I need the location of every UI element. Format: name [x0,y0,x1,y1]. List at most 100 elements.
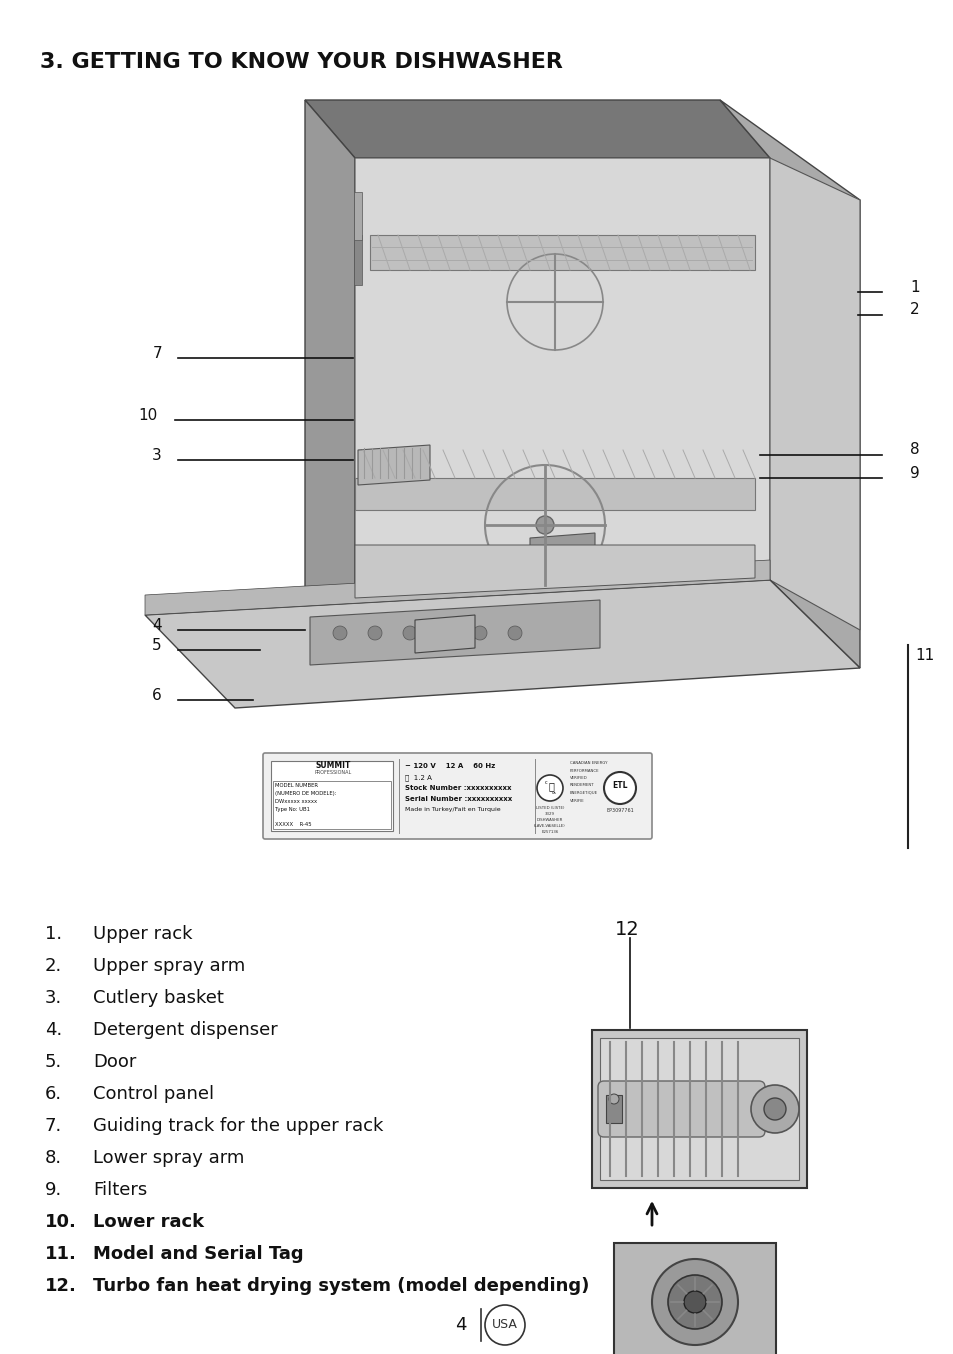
Text: 6.: 6. [45,1085,62,1104]
Polygon shape [530,533,595,563]
Text: Model and Serial Tag: Model and Serial Tag [92,1244,303,1263]
Text: 6: 6 [152,688,162,703]
Text: 4: 4 [152,617,162,632]
Text: 4: 4 [455,1316,467,1334]
Text: LISTED (LISTE): LISTED (LISTE) [536,806,563,810]
Text: VERIFIED: VERIFIED [569,776,587,780]
Text: 9.: 9. [45,1181,62,1200]
FancyBboxPatch shape [598,1080,764,1137]
Text: 11.: 11. [45,1244,77,1263]
Circle shape [667,1275,721,1330]
Text: Door: Door [92,1053,136,1071]
Polygon shape [305,100,355,659]
Text: DISHWASHER: DISHWASHER [537,818,562,822]
Polygon shape [355,158,769,600]
Text: DWxxxxx xxxxx: DWxxxxx xxxxx [274,799,316,804]
Text: 7.: 7. [45,1117,62,1135]
Circle shape [507,626,521,640]
Circle shape [333,626,347,640]
Bar [592,1030,806,1187]
Circle shape [537,774,562,802]
Circle shape [368,626,381,640]
Polygon shape [370,236,754,269]
Circle shape [536,516,554,533]
Bar [273,781,391,829]
Text: E257136: E257136 [540,830,558,834]
Bar [599,1039,799,1179]
Text: 1.: 1. [45,925,62,942]
Polygon shape [355,478,754,510]
Polygon shape [145,580,859,708]
Text: Lower spray arm: Lower spray arm [92,1150,244,1167]
Bar [614,1243,775,1354]
Polygon shape [415,615,475,653]
Text: EP3097761: EP3097761 [605,808,633,812]
Bar [354,236,361,284]
Text: 3. GETTING TO KNOW YOUR DISHWASHER: 3. GETTING TO KNOW YOUR DISHWASHER [40,51,562,72]
Text: RENDEMENT: RENDEMENT [569,784,594,788]
Text: 10: 10 [138,408,158,422]
Bar [354,192,361,240]
Circle shape [603,772,636,804]
Text: c: c [544,780,547,785]
Polygon shape [310,600,599,665]
Text: USA: USA [492,1319,517,1331]
Circle shape [473,626,486,640]
Text: ~ 120 V    12 A    60 Hz: ~ 120 V 12 A 60 Hz [405,764,495,769]
Text: us: us [551,791,556,795]
Circle shape [484,1305,524,1345]
Text: 2: 2 [909,302,919,317]
Circle shape [750,1085,799,1133]
Text: 5: 5 [152,638,162,653]
Text: 9: 9 [909,466,919,481]
FancyBboxPatch shape [263,753,651,839]
Polygon shape [769,158,859,630]
Text: 7: 7 [152,345,162,360]
Polygon shape [145,561,769,615]
Text: VERIFIE: VERIFIE [569,799,584,803]
Text: XXXXX    R-45: XXXXX R-45 [274,822,312,827]
Circle shape [683,1290,705,1313]
Text: Upper rack: Upper rack [92,925,193,942]
Text: 3: 3 [152,448,162,463]
Text: 2.: 2. [45,957,62,975]
Text: Guiding track for the upper rack: Guiding track for the upper rack [92,1117,383,1135]
Text: 11: 11 [914,649,933,663]
Text: Lower rack: Lower rack [92,1213,204,1231]
Text: 4.: 4. [45,1021,62,1039]
Text: Turbo fan heat drying system (model depending): Turbo fan heat drying system (model depe… [92,1277,589,1294]
Text: 12.: 12. [45,1277,77,1294]
Text: PERFORMANCE: PERFORMANCE [569,769,599,773]
Text: 1: 1 [909,279,919,295]
Polygon shape [720,100,859,668]
Text: 5.: 5. [45,1053,62,1071]
Polygon shape [305,100,769,158]
Text: 8: 8 [909,443,919,458]
Text: Made in Turkey/Fait en Turquie: Made in Turkey/Fait en Turquie [405,807,500,812]
Text: Ⓤ: Ⓤ [547,781,554,791]
Text: CANADIAN ENERGY: CANADIAN ENERGY [569,761,607,765]
Text: ENERGETIQUE: ENERGETIQUE [569,791,598,795]
Text: 8.: 8. [45,1150,62,1167]
Circle shape [763,1098,785,1120]
Polygon shape [355,546,754,598]
Text: Cutlery basket: Cutlery basket [92,988,224,1007]
Text: Upper spray arm: Upper spray arm [92,957,245,975]
Circle shape [402,626,416,640]
Text: Control panel: Control panel [92,1085,213,1104]
Text: (NUMERO DE MODELE):: (NUMERO DE MODELE): [274,791,336,796]
Text: Type No: UB1: Type No: UB1 [274,807,310,812]
Circle shape [437,626,452,640]
Text: Stock Number :xxxxxxxxxx: Stock Number :xxxxxxxxxx [405,785,511,791]
Text: 10.: 10. [45,1213,77,1231]
Text: Serial Number :xxxxxxxxxx: Serial Number :xxxxxxxxxx [405,796,512,802]
Text: PROFESSIONAL: PROFESSIONAL [314,770,352,774]
Text: SUMMIT: SUMMIT [315,761,351,770]
Text: 3.: 3. [45,988,62,1007]
Text: Ⓜ  1.2 A: Ⓜ 1.2 A [405,774,432,781]
Bar [271,761,393,831]
Text: Filters: Filters [92,1181,147,1200]
Polygon shape [357,445,430,485]
Bar [605,1095,621,1122]
Text: 3329: 3329 [544,812,555,816]
